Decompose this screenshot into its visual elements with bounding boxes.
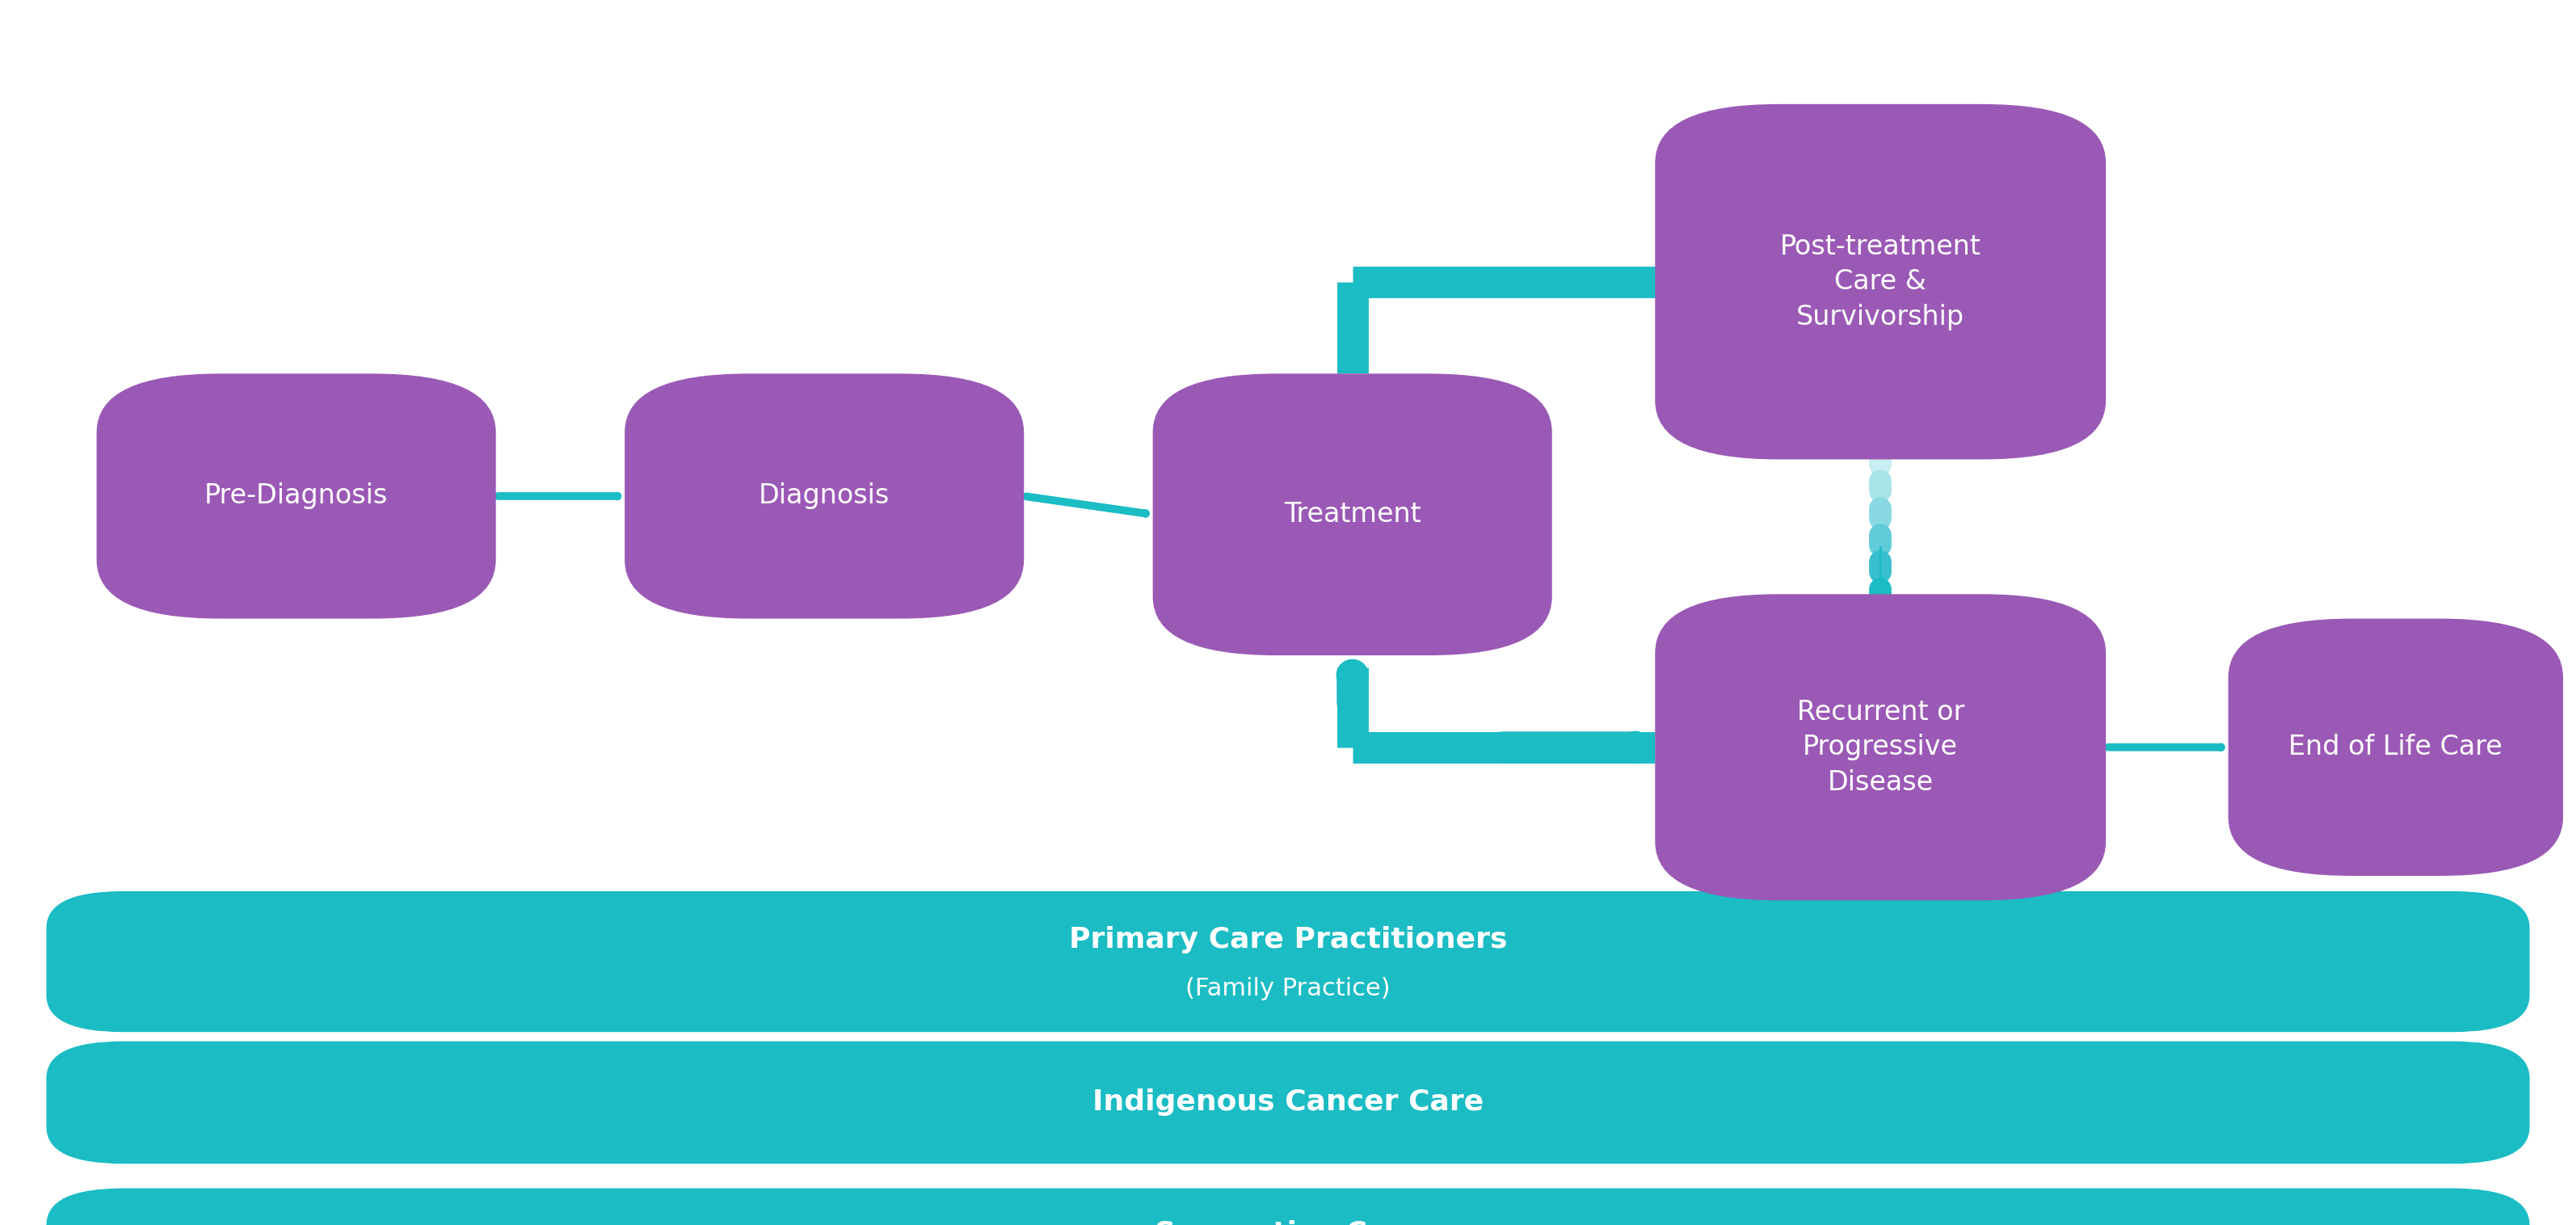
FancyBboxPatch shape [1154, 374, 1551, 655]
Text: Diagnosis: Diagnosis [760, 483, 889, 510]
FancyBboxPatch shape [46, 1188, 2530, 1225]
FancyBboxPatch shape [623, 374, 1023, 619]
FancyBboxPatch shape [1654, 104, 2105, 459]
FancyBboxPatch shape [98, 374, 495, 619]
Text: Pre-Diagnosis: Pre-Diagnosis [204, 483, 389, 510]
FancyBboxPatch shape [1654, 594, 2105, 900]
Text: Recurrent or
Progressive
Disease: Recurrent or Progressive Disease [1795, 698, 1965, 796]
Text: Post-treatment
Care &
Survivorship: Post-treatment Care & Survivorship [1780, 233, 1981, 331]
FancyBboxPatch shape [46, 1041, 2530, 1164]
Text: Indigenous Cancer Care: Indigenous Cancer Care [1092, 1089, 1484, 1116]
Text: Treatment: Treatment [1283, 501, 1422, 528]
Text: (Family Practice): (Family Practice) [1185, 976, 1391, 1001]
FancyBboxPatch shape [46, 892, 2530, 1031]
FancyBboxPatch shape [2228, 619, 2563, 876]
Text: Primary Care Practitioners: Primary Care Practitioners [1069, 926, 1507, 953]
Text: End of Life Care: End of Life Care [2287, 734, 2504, 761]
Text: Supportive Care: Supportive Care [1154, 1220, 1422, 1225]
